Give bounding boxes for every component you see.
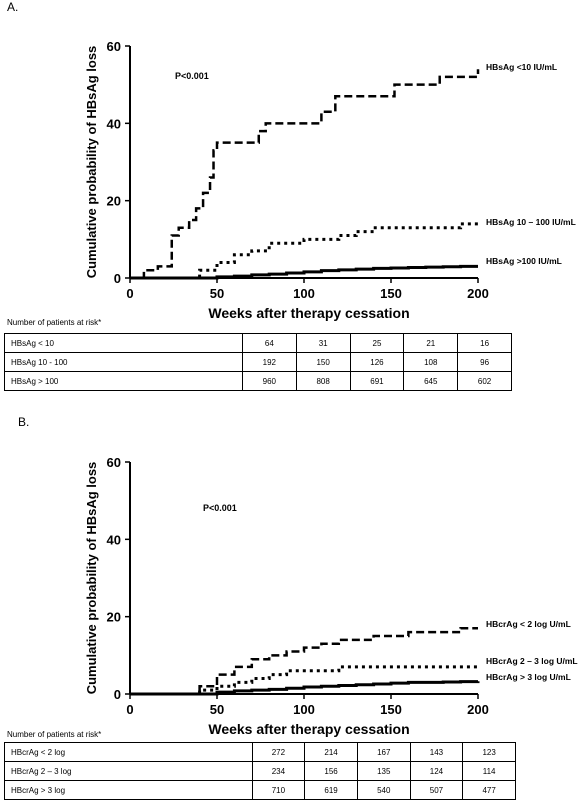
y-tick-label: 0: [114, 687, 121, 702]
x-tick-label: 200: [467, 286, 489, 301]
risk-cell: 234: [251, 761, 306, 781]
y-axis-label: Cumulative probability of HBsAg loss: [84, 462, 99, 695]
series-line-0: [130, 627, 478, 696]
series-label-2: HBsAg >100 IU/mL: [486, 256, 562, 266]
risk-row-label: HBcrAg > 3 log: [4, 780, 253, 800]
risk-table-a: HBsAg < 10 64 31 25 21 16 HBsAg 10 - 100 192 150…: [4, 333, 512, 391]
risk-cell: 272: [251, 742, 306, 762]
x-axis-label: Weeks after therapy cessation: [208, 305, 409, 321]
x-tick-label: 200: [467, 702, 489, 717]
risk-cell: 691: [349, 371, 405, 391]
risk-cell: 619: [304, 780, 358, 800]
series-label-0: HBcrAg < 2 log U/mL: [486, 619, 571, 629]
x-tick-label: 100: [293, 702, 315, 717]
x-tick-label: 0: [126, 702, 133, 717]
risk-cell: 96: [457, 352, 512, 372]
risk-table-row: HBcrAg 2 – 3 log 234 156 135 124 114: [4, 761, 516, 781]
risk-cell: 124: [409, 761, 464, 781]
series-label-1: HBcrAg 2 – 3 log U/mL: [486, 656, 578, 666]
x-tick-label: 150: [380, 702, 402, 717]
risk-table-row: HBcrAg < 2 log 272 214 167 143 123: [4, 742, 516, 762]
risk-cell: 114: [462, 761, 516, 781]
y-tick-label: 0: [114, 271, 121, 286]
series-label-2: HBcrAg > 3 log U/mL: [486, 672, 571, 682]
risk-cell: 602: [457, 371, 512, 391]
risk-cell: 710: [251, 780, 306, 800]
y-tick-label: 60: [107, 455, 121, 470]
risk-row-label: HBsAg > 100: [4, 371, 243, 391]
panel-b-label: B.: [18, 415, 30, 429]
risk-table-title-b: Number of patients at risk*: [7, 730, 102, 739]
p-value: P<0.001: [203, 503, 237, 513]
series-line-1: [130, 665, 478, 696]
risk-cell: 123: [462, 742, 516, 762]
risk-table-row: HBsAg < 10 64 31 25 21 16: [4, 333, 512, 353]
chart-a: 0 20 40 60 0 50 100 150 200 Weeks after therapy c…: [84, 39, 576, 321]
panel-a-label: A.: [7, 0, 19, 14]
x-tick-label: 150: [380, 286, 402, 301]
risk-row-label: HBcrAg 2 – 3 log: [4, 761, 253, 781]
y-axis-label: Cumulative probability of HBsAg loss: [84, 46, 99, 279]
y-tick-label: 40: [107, 532, 121, 547]
risk-cell: 156: [304, 761, 358, 781]
risk-table-row: HBcrAg > 3 log 710 619 540 507 477: [4, 780, 516, 800]
series-label-1: HBsAg 10 – 100 IU/mL: [486, 217, 576, 227]
y-tick-label: 20: [107, 194, 121, 209]
series-line-2: [130, 264, 478, 280]
risk-cell: 135: [356, 761, 411, 781]
x-tick-label: 50: [210, 286, 224, 301]
x-tick-label: 0: [126, 286, 133, 301]
risk-table-b: HBcrAg < 2 log 272 214 167 143 123 HBcrAg 2 – …: [4, 742, 516, 800]
risk-cell: 143: [409, 742, 464, 762]
y-tick-label: 40: [107, 116, 121, 131]
risk-table-title-a: Number of patients at risk*: [7, 318, 102, 327]
risk-cell: 214: [304, 742, 358, 762]
chart-b: 0 20 40 60 0 50 100 150 200 Weeks after therapy c…: [84, 455, 578, 737]
p-value: P<0.001: [175, 71, 209, 81]
risk-cell: 167: [356, 742, 411, 762]
risk-row-label: HBcrAg < 2 log: [4, 742, 253, 762]
series-line-0: [130, 69, 480, 280]
series-label-0: HBsAg <10 IU/mL: [486, 62, 557, 72]
risk-table-row: HBsAg 10 - 100 192 150 126 108 96: [4, 352, 512, 372]
y-tick-label: 20: [107, 610, 121, 625]
x-tick-label: 100: [293, 286, 315, 301]
risk-cell: 477: [462, 780, 516, 800]
risk-cell: 540: [356, 780, 411, 800]
x-tick-label: 50: [210, 702, 224, 717]
risk-cell: 507: [409, 780, 464, 800]
x-axis-label: Weeks after therapy cessation: [208, 721, 409, 737]
risk-table-row: HBsAg > 100 960 808 691 645 602: [4, 371, 512, 391]
y-tick-label: 60: [107, 39, 121, 54]
series-line-2: [130, 680, 480, 696]
